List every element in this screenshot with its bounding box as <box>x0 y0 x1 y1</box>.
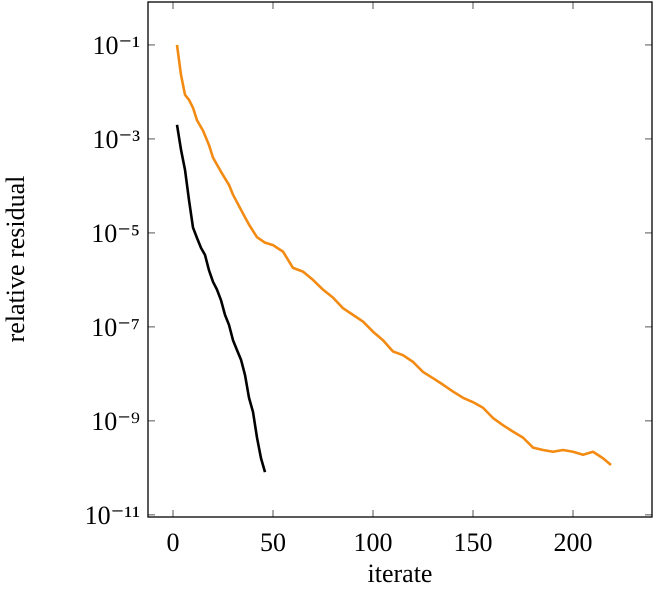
series-line <box>175 124 267 473</box>
y-tick-label: 10⁻⁷ <box>91 313 140 342</box>
x-tick-label: 100 <box>354 528 393 557</box>
y-tick-label: 10⁻¹ <box>92 31 140 60</box>
y-axis-label: relative residual <box>1 176 30 343</box>
x-tick-label: 0 <box>167 528 180 557</box>
plot-frame <box>147 1 653 518</box>
y-tick-label: 10⁻³ <box>92 125 140 154</box>
x-tick-label: 150 <box>454 528 493 557</box>
y-tick-label: 10⁻⁹ <box>91 407 140 436</box>
x-tick-label: 200 <box>554 528 593 557</box>
series-line <box>175 44 612 467</box>
y-tick-label: 10⁻¹¹ <box>85 501 140 530</box>
x-axis-label: iterate <box>368 559 433 588</box>
x-tick-label: 50 <box>260 528 286 557</box>
y-tick-label: 10⁻⁵ <box>91 219 140 248</box>
